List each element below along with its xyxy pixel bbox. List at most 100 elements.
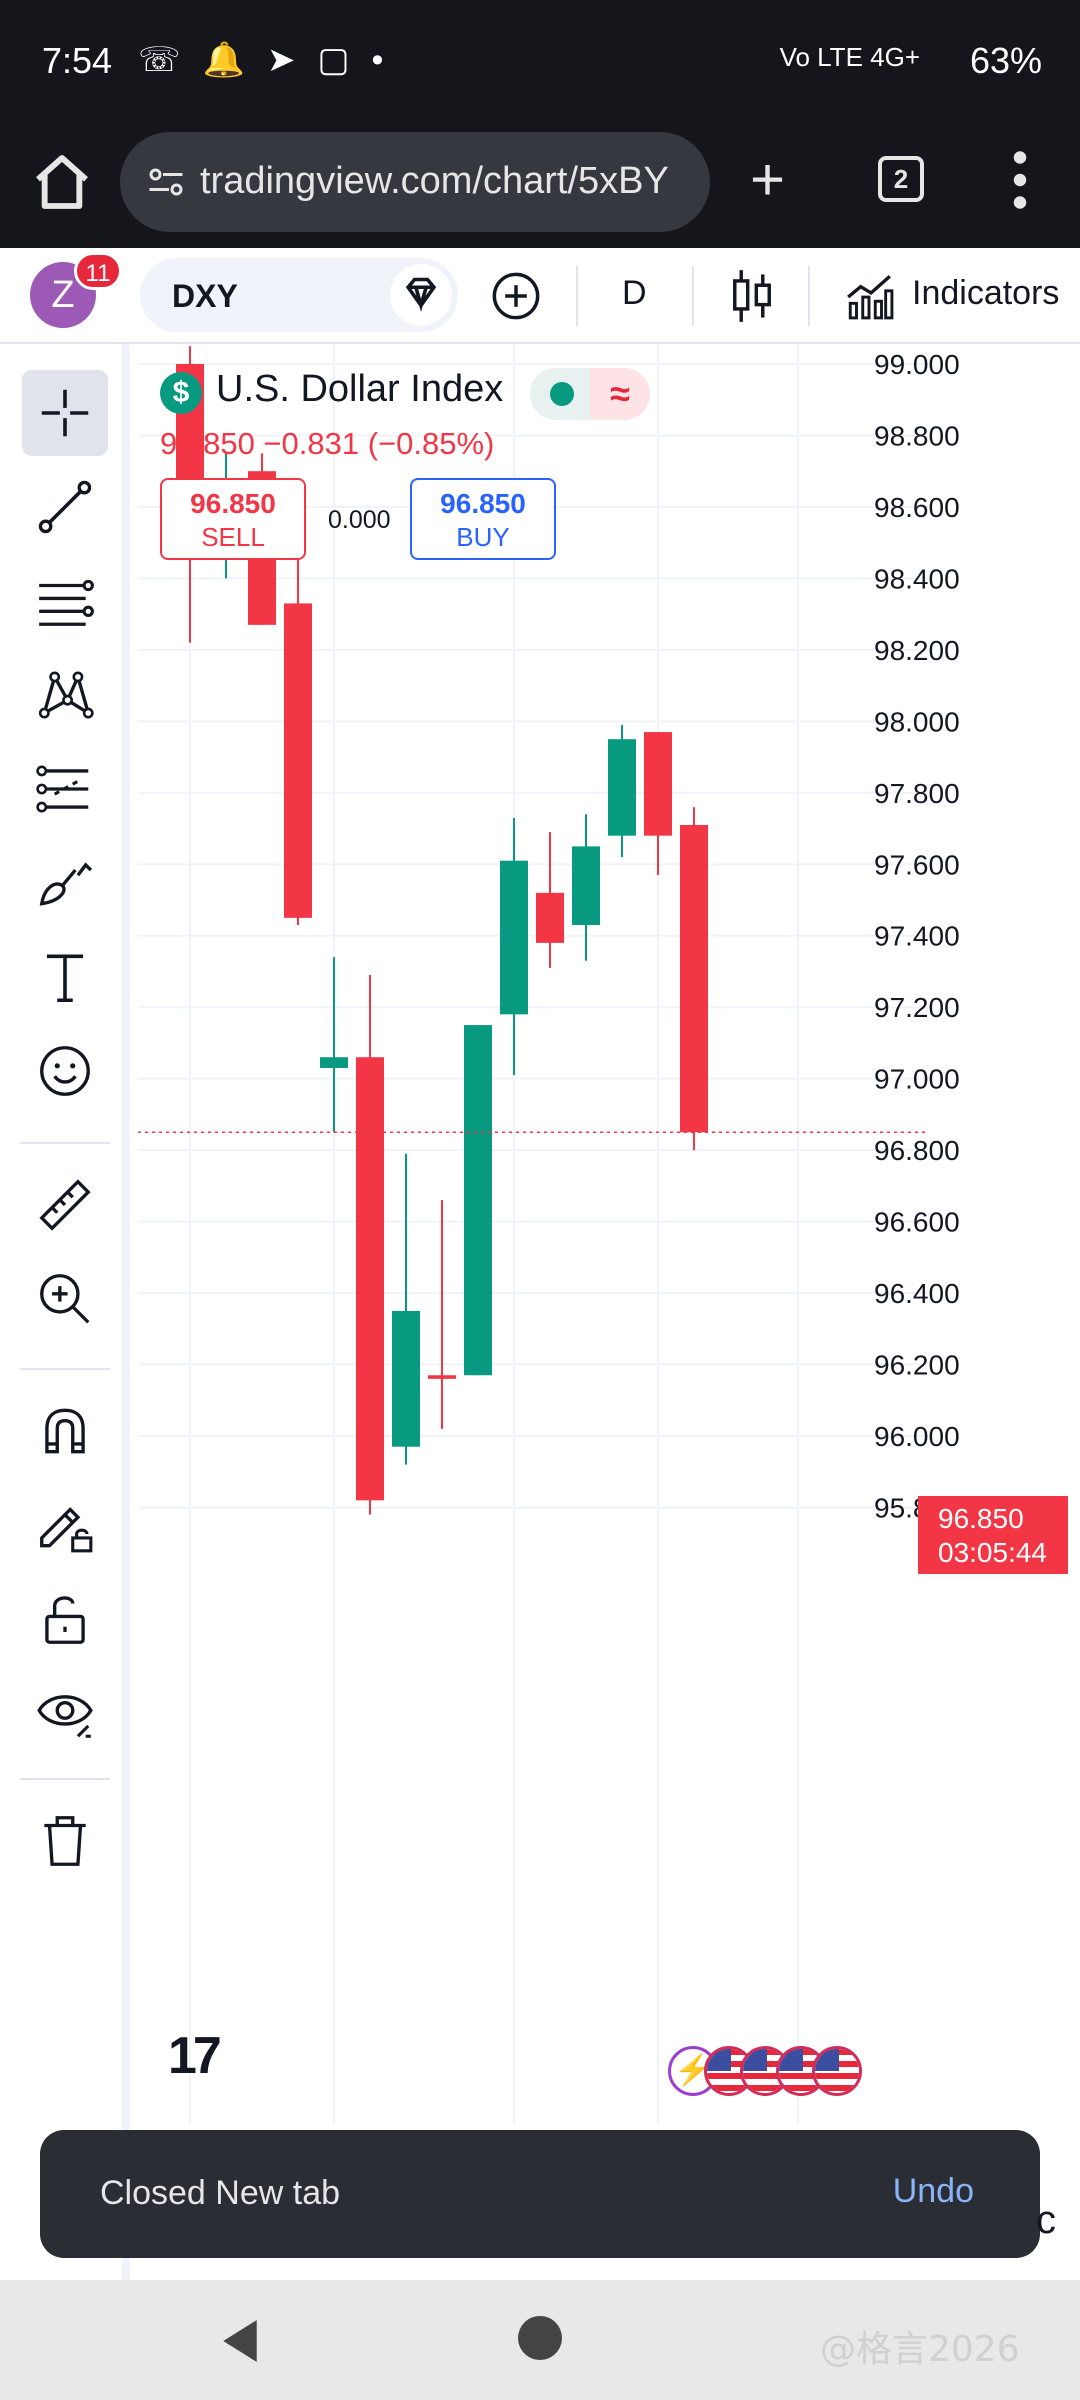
text-tool[interactable] [22, 934, 108, 1020]
market-open-icon [550, 382, 574, 406]
forecast-tool[interactable] [22, 746, 108, 832]
new-tab-button[interactable]: + [750, 146, 786, 213]
sell-button[interactable]: 96.850 SELL [160, 478, 306, 560]
brush-tool[interactable] [22, 840, 108, 926]
sell-price: 96.850 [190, 488, 276, 519]
candle-body [500, 860, 528, 1015]
candles-chart-type-icon[interactable] [730, 268, 774, 324]
tab-switcher-button[interactable]: 2 [878, 156, 924, 202]
back-icon[interactable] [218, 2318, 262, 2364]
magnet-icon [45, 1408, 85, 1454]
remove-drawings-tool[interactable] [22, 1798, 108, 1884]
pencil-lock-icon [40, 1507, 93, 1553]
brush-icon [39, 862, 93, 906]
trend-line-tool[interactable] [22, 464, 108, 550]
price-axis-label: 99.000 [874, 349, 960, 380]
hide-drawings-tool[interactable] [22, 1670, 108, 1756]
divider [576, 266, 578, 326]
interval-button[interactable]: D [622, 274, 647, 312]
candle-body [644, 732, 672, 836]
candle-body [536, 892, 564, 943]
more-vert-icon[interactable] [1008, 150, 1032, 210]
symbol-name[interactable]: DXY [172, 278, 238, 314]
price-axis-label: 98.000 [874, 706, 960, 737]
currency-icon: $ [160, 372, 202, 414]
fib-retracement-icon [39, 579, 94, 626]
address-bar[interactable]: tradingview.com/chart/5xBY [120, 132, 710, 232]
pattern-icon [38, 671, 94, 719]
symbol-search[interactable]: DXY [140, 258, 458, 332]
price-axis-label: 96.000 [874, 1421, 960, 1452]
market-status[interactable]: ≈ [530, 368, 650, 420]
price-axis-label: 96.200 [874, 1350, 960, 1381]
system-nav-bar: @格言2026 [0, 2280, 1080, 2400]
price-axis-label: 98.200 [874, 635, 960, 666]
candle-body [392, 1310, 420, 1447]
spread-value: 0.000 [328, 506, 391, 534]
ruler-tool[interactable] [22, 1162, 108, 1248]
battery-level: 63% [969, 40, 1042, 81]
text-icon [46, 954, 84, 1003]
notification-icons: ☏🔔➤▢• [138, 41, 406, 79]
compare-add-icon[interactable] [490, 270, 542, 322]
buy-button[interactable]: 96.850 BUY [410, 478, 556, 560]
gem-icon[interactable] [390, 264, 452, 326]
buy-price: 96.850 [440, 488, 526, 519]
clock: 7:54 [42, 40, 113, 81]
chart-header: Z 11 DXY D Indicators [0, 248, 1080, 344]
tradingview-logo-icon[interactable]: 17 [168, 2027, 222, 2085]
sell-label: SELL [201, 522, 265, 552]
trend-line-icon [38, 480, 92, 534]
lock-all-tool[interactable] [22, 1576, 108, 1662]
undo-button[interactable]: Undo [892, 2172, 974, 2210]
watermark: @格言2026 [820, 2329, 1020, 2370]
price-axis-label: 98.800 [874, 420, 960, 451]
zoom-in-tool[interactable] [22, 1256, 108, 1342]
economic-events[interactable]: ⚡ [668, 2046, 868, 2096]
price-axis-label: 97.200 [874, 992, 960, 1023]
url-text[interactable]: tradingview.com/chart/5xBY [200, 160, 669, 202]
drawing-toolbar [0, 344, 130, 2280]
candle-body [680, 824, 708, 1133]
toolbar-divider [20, 1368, 110, 1370]
notification-badge: 11 [74, 252, 122, 290]
home-icon[interactable] [30, 150, 94, 214]
price-axis-label: 97.800 [874, 778, 960, 809]
price-axis-label: 96.600 [874, 1207, 960, 1238]
chart-pane[interactable]: 99.000 98.800 98.600 98.400 98.200 98.000 97.8… [138, 344, 1080, 2280]
indicators-button[interactable]: Indicators [912, 274, 1060, 312]
lock-drawings-tool[interactable] [22, 1482, 108, 1568]
delayed-data-icon: ≈ [590, 368, 650, 420]
price-axis-label: 96.400 [874, 1278, 960, 1309]
bar-countdown: 03:05:44 [938, 1537, 1047, 1568]
unlock-icon [45, 1596, 85, 1644]
snackbar: Closed New tab Undo [40, 2130, 1040, 2258]
symbol-title[interactable]: U.S. Dollar Index [216, 368, 504, 410]
snackbar-message: Closed New tab [100, 2174, 341, 2212]
toolbar-divider [20, 1142, 110, 1144]
last-price-value: 96.850 [938, 1503, 1024, 1534]
price-axis-label: 97.400 [874, 921, 960, 952]
us-flag-icon[interactable] [812, 2046, 862, 2096]
emoji-tool[interactable] [22, 1028, 108, 1114]
candle-body [428, 1375, 456, 1379]
home-button[interactable] [518, 2316, 562, 2360]
price-axis-label: 97.600 [874, 849, 960, 880]
network-indicator: Vo LTE 4G+ [779, 42, 920, 72]
crosshair-tool[interactable] [22, 370, 108, 456]
site-settings-icon[interactable] [148, 166, 184, 198]
price-change: 96.850 −0.831 (−0.85%) [160, 426, 495, 461]
fib-tool[interactable] [22, 558, 108, 644]
candlestick-chart[interactable]: 99.000 98.800 98.600 98.400 98.200 98.000 97.8… [138, 344, 1080, 2280]
candle-body [608, 739, 636, 836]
candle-body [572, 846, 600, 926]
magnet-tool[interactable] [22, 1388, 108, 1474]
divider [808, 266, 810, 326]
pattern-tool[interactable] [22, 652, 108, 738]
forecast-icon [36, 765, 89, 813]
price-axis-label: 96.800 [874, 1135, 960, 1166]
indicators-icon[interactable] [844, 270, 894, 320]
zoom-in-icon [40, 1274, 90, 1324]
buy-label: BUY [456, 522, 510, 552]
price-axis-label: 98.400 [874, 563, 960, 594]
